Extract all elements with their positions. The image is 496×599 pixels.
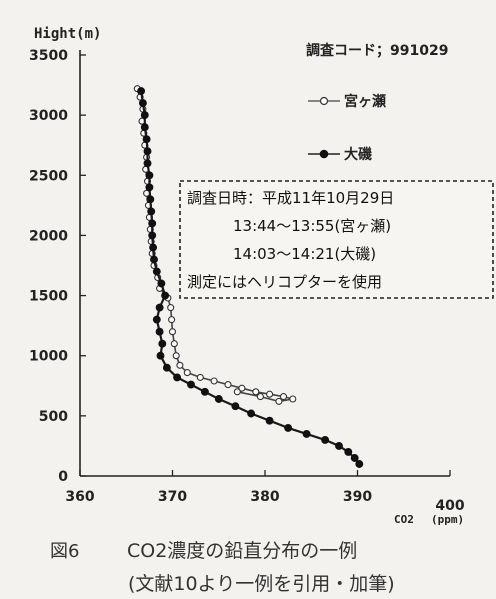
annotation-date: 調査日時：平成11年10月29日 <box>187 189 394 207</box>
data-point-filled <box>247 409 256 418</box>
x-axis-unit: (ppm) <box>431 513 464 526</box>
data-point-filled <box>147 207 156 216</box>
data-point-filled <box>350 454 359 462</box>
data-point-open <box>275 397 283 405</box>
data-point-filled <box>155 327 164 336</box>
data-point-filled <box>140 111 149 120</box>
annotation-border <box>179 180 494 299</box>
y-axis-ticks: 0 500 1000 1500 2000 2500 3000 3500 <box>29 48 86 485</box>
data-point-filled <box>162 363 171 372</box>
data-point-filled <box>137 87 146 96</box>
annotation-box: 調査日時：平成11年10月29日 13:44～13:55(宮ヶ瀬) 14:03～… <box>179 180 494 299</box>
data-point-open <box>170 340 178 348</box>
y-axis-title: Hight(m) <box>34 26 101 42</box>
legend-label-miyagase: 宮ヶ瀬 <box>344 93 386 110</box>
annotation-time-oiso: 14:03～14:21(大磯) <box>233 245 376 263</box>
data-point-filled <box>152 267 161 276</box>
legend-marker-filled-icon <box>319 149 329 159</box>
annotation-method: 測定にはヘリコプターを使用 <box>187 273 382 291</box>
data-point-open <box>172 352 180 360</box>
data-point-open <box>238 384 246 392</box>
data-point-open <box>210 377 218 385</box>
data-point-open <box>266 390 274 398</box>
data-point-filled <box>142 135 151 144</box>
y-tick-label: 1500 <box>29 289 68 305</box>
data-point-open <box>196 373 204 381</box>
data-point-filled <box>143 147 152 156</box>
y-tick-label: 500 <box>39 409 68 425</box>
data-point-open <box>224 381 232 389</box>
data-point-filled <box>148 231 157 240</box>
data-point-filled <box>200 387 209 396</box>
x-axis-title: CO2 <box>394 513 414 526</box>
figure-title: CO2濃度の鉛直分布の一例 <box>127 540 357 562</box>
data-point-filled <box>231 402 240 411</box>
data-point-filled <box>146 195 155 204</box>
data-point-filled <box>145 183 154 192</box>
x-tick-label: 370 <box>158 489 187 505</box>
y-tick-label: 2500 <box>29 168 68 184</box>
data-point-open <box>289 395 297 403</box>
data-point-filled <box>321 435 330 444</box>
series-layer <box>133 85 364 468</box>
data-point-filled <box>157 279 166 288</box>
x-tick-label: 390 <box>343 489 372 505</box>
data-point-open <box>183 369 191 377</box>
figure-source: (文献10より一例を引用・加筆) <box>128 573 395 595</box>
survey-code: 調査コード；991029 <box>306 42 448 59</box>
data-point-filled <box>140 123 149 132</box>
y-tick-label: 1000 <box>29 349 68 365</box>
data-point-filled <box>335 441 343 450</box>
data-point-filled <box>344 447 353 456</box>
data-point-filled <box>156 351 165 360</box>
data-point-filled <box>173 373 182 382</box>
y-tick-label: 0 <box>58 469 68 485</box>
data-point-filled <box>187 380 195 389</box>
data-point-open <box>168 316 176 324</box>
x-tick-label: 360 <box>65 489 94 505</box>
legend: 宮ヶ瀬 大磯 <box>308 93 386 163</box>
data-point-open <box>176 361 184 369</box>
data-point-filled <box>265 416 274 425</box>
x-tick-label: 380 <box>250 489 279 505</box>
data-point-filled <box>214 395 223 403</box>
data-point-open <box>279 393 288 401</box>
data-point-filled <box>143 159 152 168</box>
y-tick-label: 3500 <box>29 48 68 64</box>
data-point-open <box>233 388 241 396</box>
data-point-filled <box>155 303 164 312</box>
data-point-filled <box>149 243 158 252</box>
data-point-filled <box>161 291 170 300</box>
data-point-filled <box>138 99 147 108</box>
data-point-filled <box>284 423 293 432</box>
data-point-filled <box>145 171 154 180</box>
x-axis-ticks: 360 370 380 390 400 <box>65 470 465 514</box>
data-point-filled <box>152 315 161 324</box>
y-tick-label: 3000 <box>29 108 68 124</box>
data-point-open <box>256 393 264 401</box>
data-point-filled <box>158 339 167 348</box>
x-tick-label: 400 <box>435 498 464 514</box>
data-point-filled <box>148 219 157 228</box>
annotation-time-miyagase: 13:44～13:55(宮ヶ瀬) <box>233 217 391 235</box>
series-oiso <box>137 87 364 468</box>
data-point-filled <box>355 460 364 468</box>
data-point-open <box>167 304 175 312</box>
data-point-open <box>168 328 177 336</box>
data-point-open <box>252 388 260 396</box>
figure-number: 図6 <box>50 541 79 562</box>
y-tick-label: 2000 <box>29 228 68 244</box>
data-point-filled <box>150 255 158 264</box>
data-point-filled <box>302 429 311 438</box>
legend-marker-open-icon <box>319 96 329 106</box>
legend-label-oiso: 大磯 <box>344 146 372 163</box>
